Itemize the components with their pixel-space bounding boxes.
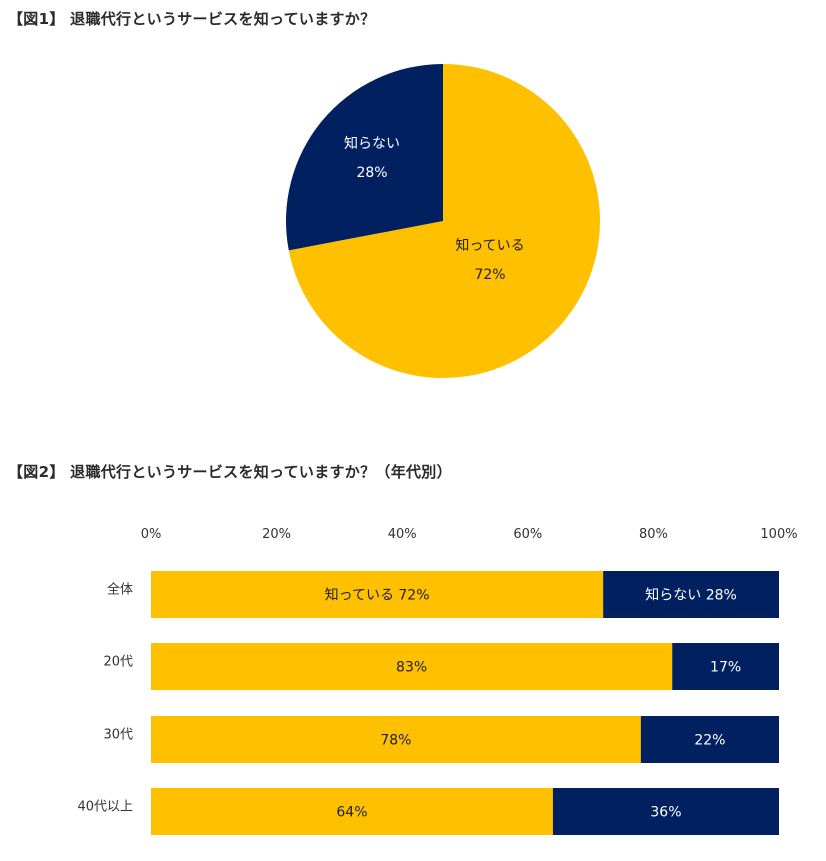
pie-slice-know (288, 64, 601, 378)
bar-segment-know (151, 643, 673, 690)
bar-value-label: 知っている 72% (325, 587, 430, 604)
category-label: 40代以上 (77, 800, 133, 815)
pie-slice-label: 知っている (455, 237, 524, 254)
pie-slice-value-label: 28% (356, 165, 387, 181)
x-tick-label: 100% (760, 527, 797, 542)
pie-slice-not-know (286, 64, 443, 251)
bar-segment-know (151, 716, 641, 763)
bar-segment-not-know (640, 716, 779, 763)
bar-value-label: 78% (380, 733, 411, 749)
bar-segment-not-know (672, 643, 779, 690)
bar-segment-know (151, 571, 604, 618)
bar-value-label: 17% (710, 660, 741, 676)
x-tick-label: 60% (513, 527, 542, 542)
pie-slice-value-label: 72% (474, 267, 505, 283)
bar-value-label: 64% (336, 805, 367, 821)
pie-chart: 知っている 72% 知らない 28% (286, 64, 601, 378)
bar-segment-not-know (552, 788, 779, 835)
x-tick-label: 40% (388, 527, 417, 542)
x-tick-label: 80% (639, 527, 668, 542)
category-label: 30代 (103, 728, 133, 743)
figure2-title: 【図2】 退職代行というサービスを知っていますか？（年代別） (8, 463, 452, 481)
bar-value-label: 36% (650, 805, 681, 821)
figure1-title: 【図1】 退職代行というサービスを知っていますか？ (8, 10, 376, 28)
bar-value-label: 22% (694, 733, 725, 749)
category-label: 20代 (103, 655, 133, 670)
bar-segment-know (151, 788, 553, 835)
bar-value-label: 知らない 28% (645, 587, 737, 604)
bar-segment-not-know (603, 571, 779, 618)
category-label: 全体 (107, 582, 133, 598)
x-tick-label: 20% (262, 527, 291, 542)
x-tick-label: 0% (141, 527, 162, 542)
bar-value-label: 83% (396, 660, 427, 676)
pie-slice-label: 知らない (344, 135, 400, 152)
